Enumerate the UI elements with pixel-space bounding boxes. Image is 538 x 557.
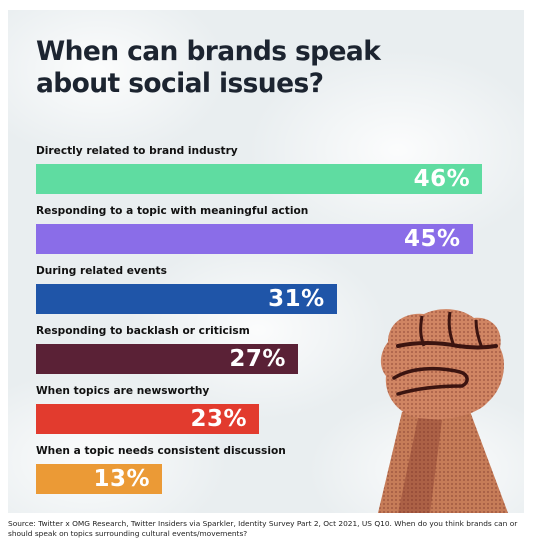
bar-value-label: 13% bbox=[93, 466, 151, 492]
raised-fist-illustration bbox=[378, 309, 508, 513]
bar: 23% bbox=[36, 404, 260, 434]
bar-value-label: 31% bbox=[268, 286, 325, 312]
bar-label: When topics are newsworthy bbox=[36, 385, 210, 397]
bar-label: Directly related to brand industry bbox=[36, 145, 238, 157]
source-note: Source: Twitter x OMG Research, Twitter … bbox=[8, 519, 518, 538]
chart-title: When can brands speak about social issue… bbox=[36, 36, 381, 99]
infographic-card: When can brands speak about social issue… bbox=[8, 10, 524, 513]
bar: 31% bbox=[36, 284, 337, 314]
bar-label: During related events bbox=[36, 265, 167, 277]
bar: 46% bbox=[36, 164, 483, 194]
bar: 27% bbox=[36, 344, 298, 374]
bar: 45% bbox=[36, 224, 473, 254]
bar-label: Responding to backlash or criticism bbox=[36, 325, 250, 337]
bar-value-label: 45% bbox=[403, 226, 461, 252]
bar-value-label: 46% bbox=[413, 166, 471, 192]
bar-value-label: 23% bbox=[190, 406, 248, 432]
bar-label: Responding to a topic with meaningful ac… bbox=[36, 205, 309, 217]
bar-label: When a topic needs consistent discussion bbox=[36, 445, 286, 457]
bar-value-label: 27% bbox=[229, 346, 286, 372]
bar: 13% bbox=[36, 464, 163, 494]
